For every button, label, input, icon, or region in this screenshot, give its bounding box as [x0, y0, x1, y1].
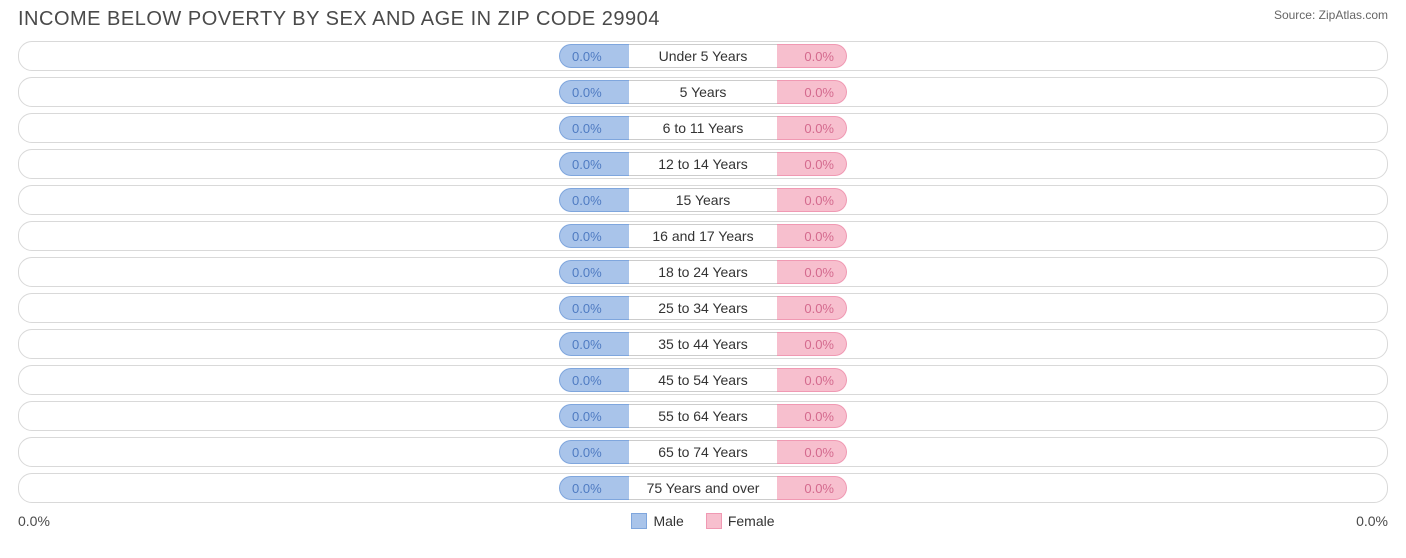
chart-row: 0.0%55 to 64 Years0.0% [18, 401, 1388, 431]
female-bar: 0.0% [777, 44, 847, 68]
legend-item-male: Male [631, 513, 683, 529]
category-label: Under 5 Years [629, 44, 777, 68]
chart-row-inner: 0.0%25 to 34 Years0.0% [559, 296, 847, 320]
category-label: 18 to 24 Years [629, 260, 777, 284]
female-bar: 0.0% [777, 152, 847, 176]
chart-row-inner: 0.0%6 to 11 Years0.0% [559, 116, 847, 140]
male-bar: 0.0% [559, 152, 629, 176]
chart-row-inner: 0.0%12 to 14 Years0.0% [559, 152, 847, 176]
chart-title: INCOME BELOW POVERTY BY SEX AND AGE IN Z… [18, 8, 660, 31]
chart-row-inner: 0.0%15 Years0.0% [559, 188, 847, 212]
axis-left-label: 0.0% [18, 513, 50, 529]
chart-area: 0.0%Under 5 Years0.0%0.0%5 Years0.0%0.0%… [0, 41, 1406, 503]
chart-row: 0.0%15 Years0.0% [18, 185, 1388, 215]
legend-label-female: Female [728, 513, 775, 529]
category-label: 6 to 11 Years [629, 116, 777, 140]
category-label: 45 to 54 Years [629, 368, 777, 392]
chart-row-inner: 0.0%35 to 44 Years0.0% [559, 332, 847, 356]
chart-row-inner: 0.0%18 to 24 Years0.0% [559, 260, 847, 284]
male-bar: 0.0% [559, 80, 629, 104]
chart-row: 0.0%25 to 34 Years0.0% [18, 293, 1388, 323]
category-label: 5 Years [629, 80, 777, 104]
legend-swatch-male [631, 513, 647, 529]
category-label: 12 to 14 Years [629, 152, 777, 176]
category-label: 25 to 34 Years [629, 296, 777, 320]
chart-row: 0.0%45 to 54 Years0.0% [18, 365, 1388, 395]
chart-row: 0.0%12 to 14 Years0.0% [18, 149, 1388, 179]
chart-row: 0.0%35 to 44 Years0.0% [18, 329, 1388, 359]
male-bar: 0.0% [559, 44, 629, 68]
chart-row-inner: 0.0%55 to 64 Years0.0% [559, 404, 847, 428]
category-label: 55 to 64 Years [629, 404, 777, 428]
male-bar: 0.0% [559, 368, 629, 392]
axis-right-label: 0.0% [1356, 513, 1388, 529]
chart-footer: 0.0% Male Female 0.0% [0, 509, 1406, 529]
female-bar: 0.0% [777, 188, 847, 212]
chart-row: 0.0%5 Years0.0% [18, 77, 1388, 107]
category-label: 15 Years [629, 188, 777, 212]
legend-swatch-female [706, 513, 722, 529]
male-bar: 0.0% [559, 188, 629, 212]
male-bar: 0.0% [559, 404, 629, 428]
chart-row-inner: 0.0%75 Years and over0.0% [559, 476, 847, 500]
chart-row: 0.0%65 to 74 Years0.0% [18, 437, 1388, 467]
chart-row-inner: 0.0%Under 5 Years0.0% [559, 44, 847, 68]
female-bar: 0.0% [777, 260, 847, 284]
legend-item-female: Female [706, 513, 775, 529]
chart-row: 0.0%18 to 24 Years0.0% [18, 257, 1388, 287]
female-bar: 0.0% [777, 332, 847, 356]
male-bar: 0.0% [559, 332, 629, 356]
chart-row: 0.0%6 to 11 Years0.0% [18, 113, 1388, 143]
legend: Male Female [50, 513, 1356, 529]
female-bar: 0.0% [777, 476, 847, 500]
male-bar: 0.0% [559, 116, 629, 140]
chart-row: 0.0%Under 5 Years0.0% [18, 41, 1388, 71]
chart-row-inner: 0.0%16 and 17 Years0.0% [559, 224, 847, 248]
chart-row: 0.0%75 Years and over0.0% [18, 473, 1388, 503]
female-bar: 0.0% [777, 224, 847, 248]
female-bar: 0.0% [777, 368, 847, 392]
chart-row-inner: 0.0%65 to 74 Years0.0% [559, 440, 847, 464]
female-bar: 0.0% [777, 116, 847, 140]
category-label: 16 and 17 Years [629, 224, 777, 248]
female-bar: 0.0% [777, 296, 847, 320]
category-label: 65 to 74 Years [629, 440, 777, 464]
male-bar: 0.0% [559, 476, 629, 500]
female-bar: 0.0% [777, 440, 847, 464]
male-bar: 0.0% [559, 224, 629, 248]
female-bar: 0.0% [777, 80, 847, 104]
male-bar: 0.0% [559, 296, 629, 320]
male-bar: 0.0% [559, 440, 629, 464]
legend-label-male: Male [653, 513, 683, 529]
chart-row: 0.0%16 and 17 Years0.0% [18, 221, 1388, 251]
female-bar: 0.0% [777, 404, 847, 428]
chart-header: INCOME BELOW POVERTY BY SEX AND AGE IN Z… [0, 0, 1406, 41]
category-label: 75 Years and over [629, 476, 777, 500]
category-label: 35 to 44 Years [629, 332, 777, 356]
chart-row-inner: 0.0%45 to 54 Years0.0% [559, 368, 847, 392]
male-bar: 0.0% [559, 260, 629, 284]
chart-source: Source: ZipAtlas.com [1274, 8, 1388, 22]
chart-row-inner: 0.0%5 Years0.0% [559, 80, 847, 104]
